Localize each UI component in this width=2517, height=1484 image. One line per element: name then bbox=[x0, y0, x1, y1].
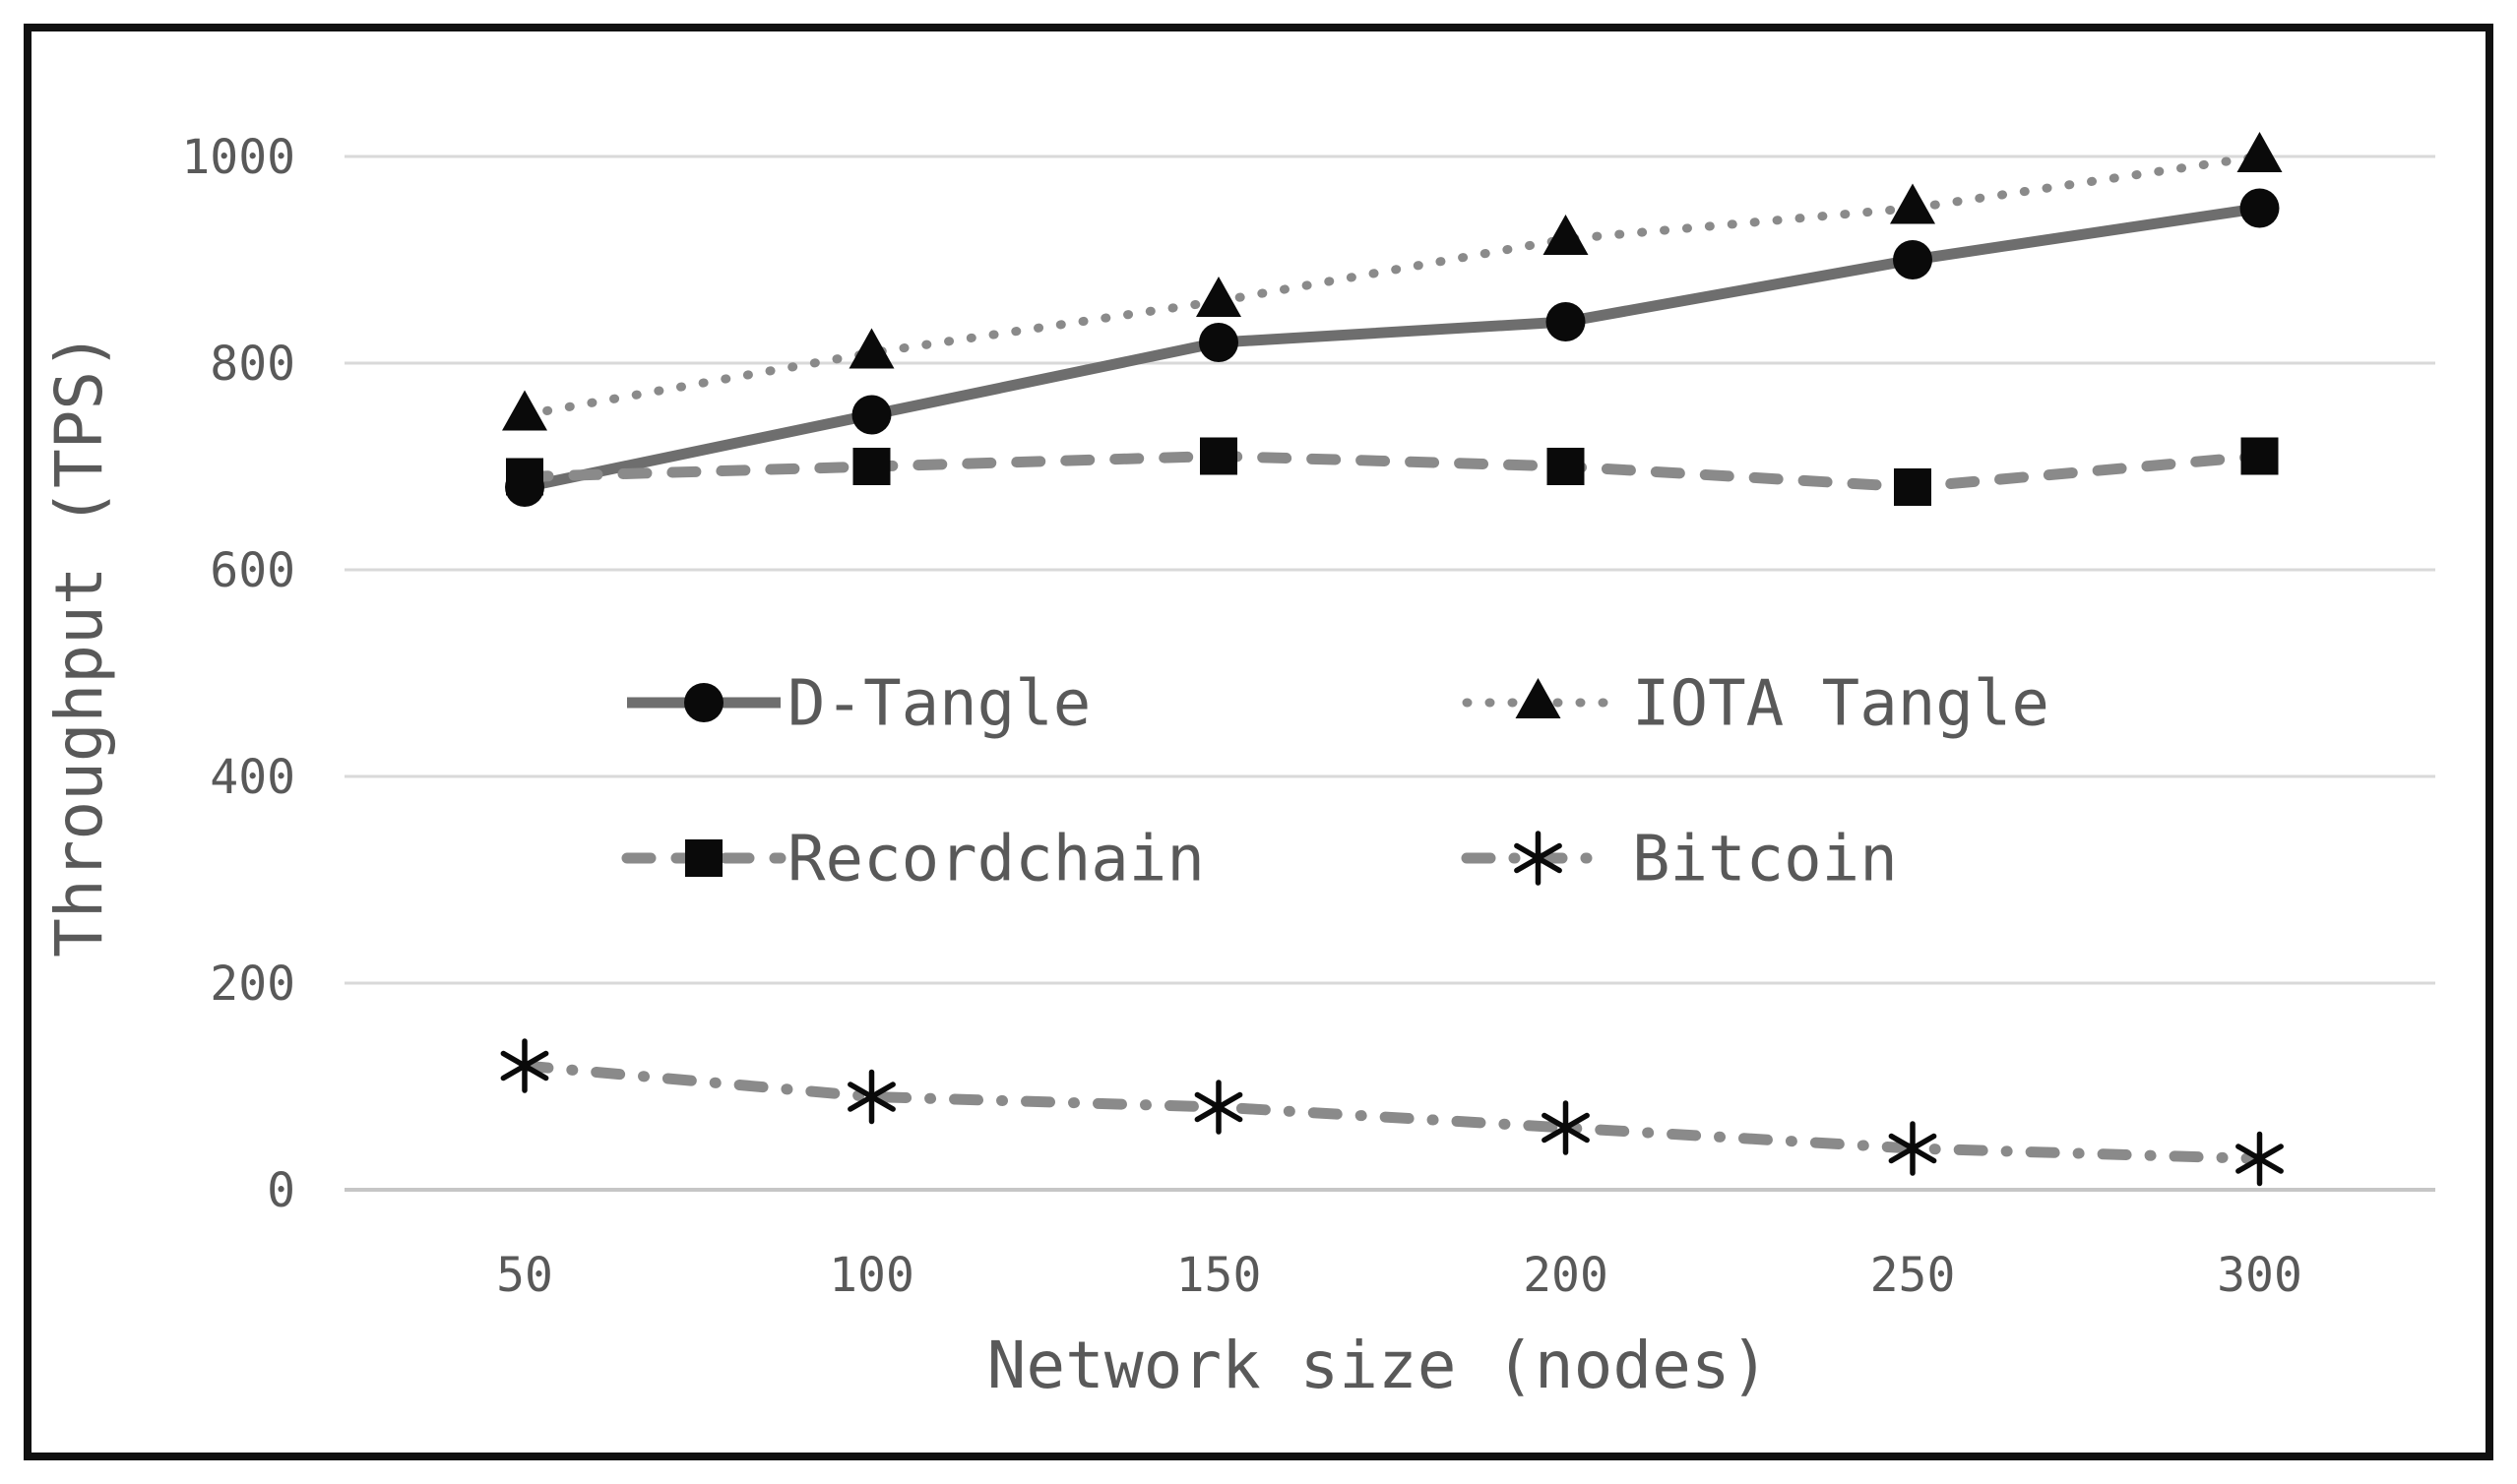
y-tick-label: 600 bbox=[210, 543, 295, 598]
chart-legend: D-Tangle IOTA Tangle Recordchain Bitcoin bbox=[621, 667, 2049, 896]
x-tick-label: 300 bbox=[2217, 1248, 2302, 1303]
series-d-tangle bbox=[505, 188, 2280, 507]
y-axis-title: Throughput (TPS) bbox=[41, 332, 117, 958]
marker-asterisk bbox=[1194, 1080, 1243, 1135]
marker-square bbox=[1894, 468, 1931, 506]
axis-ticks: 0 200 400 600 800 1000 50 100 150 200 250 300 bbox=[181, 130, 2301, 1303]
x-tick-label: 100 bbox=[829, 1248, 914, 1303]
marker-asterisk bbox=[1542, 1100, 1590, 1155]
marker-triangle bbox=[1890, 183, 1935, 224]
marker-square bbox=[685, 839, 723, 877]
series-iota-tangle bbox=[502, 132, 2283, 431]
marker-circle bbox=[1545, 302, 1586, 341]
legend-item-d-tangle: D-Tangle bbox=[627, 667, 1091, 740]
marker-asterisk bbox=[500, 1038, 549, 1093]
marker-asterisk bbox=[848, 1069, 896, 1125]
marker-triangle bbox=[1542, 215, 1589, 255]
marker-asterisk bbox=[1514, 831, 1562, 886]
marker-triangle bbox=[2236, 132, 2283, 172]
y-tick-label: 800 bbox=[210, 337, 295, 392]
series-line-iota-tangle bbox=[520, 152, 2264, 419]
series-line-recordchain bbox=[519, 451, 2265, 493]
x-axis-title: Network size (nodes) bbox=[987, 1328, 1770, 1403]
y-tick-label: 400 bbox=[210, 750, 295, 805]
legend-label-bitcoin: Bitcoin bbox=[1632, 823, 1898, 896]
marker-circle bbox=[1199, 323, 1238, 362]
gridlines bbox=[345, 155, 2435, 1192]
marker-triangle bbox=[1196, 277, 1241, 317]
legend-label-d-tangle: D-Tangle bbox=[787, 667, 1091, 740]
x-tick-label: 50 bbox=[496, 1248, 553, 1303]
marker-circle bbox=[684, 683, 724, 722]
marker-square bbox=[852, 448, 891, 485]
x-tick-label: 250 bbox=[1870, 1248, 1956, 1303]
x-tick-label: 200 bbox=[1523, 1248, 1608, 1303]
y-tick-label: 0 bbox=[267, 1163, 295, 1218]
legend-item-iota-tangle: IOTA Tangle bbox=[1462, 667, 2049, 740]
series-bitcoin bbox=[500, 1038, 2284, 1187]
y-tick-label: 1000 bbox=[181, 130, 295, 185]
series-lines bbox=[500, 132, 2284, 1187]
marker-triangle bbox=[1515, 678, 1561, 718]
marker-square bbox=[506, 458, 543, 496]
marker-triangle bbox=[502, 390, 547, 431]
marker-square bbox=[2240, 437, 2279, 475]
marker-asterisk bbox=[1888, 1121, 1937, 1176]
legend-item-recordchain: Recordchain bbox=[621, 823, 1205, 896]
series-recordchain bbox=[506, 437, 2279, 506]
marker-square bbox=[1546, 448, 1585, 485]
marker-asterisk bbox=[2235, 1131, 2284, 1187]
y-tick-label: 200 bbox=[210, 957, 295, 1012]
figure-border bbox=[24, 24, 2493, 1460]
marker-triangle bbox=[849, 328, 895, 369]
series-line-bitcoin bbox=[519, 1060, 2265, 1164]
marker-circle bbox=[2239, 188, 2280, 228]
marker-square bbox=[1200, 437, 1237, 475]
marker-circle bbox=[1893, 240, 1932, 279]
legend-label-iota-tangle: IOTA Tangle bbox=[1632, 667, 2049, 740]
marker-circle bbox=[851, 395, 892, 435]
legend-item-bitcoin: Bitcoin bbox=[1461, 823, 1898, 896]
series-line-d-tangle bbox=[523, 203, 2261, 493]
x-tick-label: 150 bbox=[1176, 1248, 1262, 1303]
legend-label-recordchain: Recordchain bbox=[787, 823, 1205, 896]
